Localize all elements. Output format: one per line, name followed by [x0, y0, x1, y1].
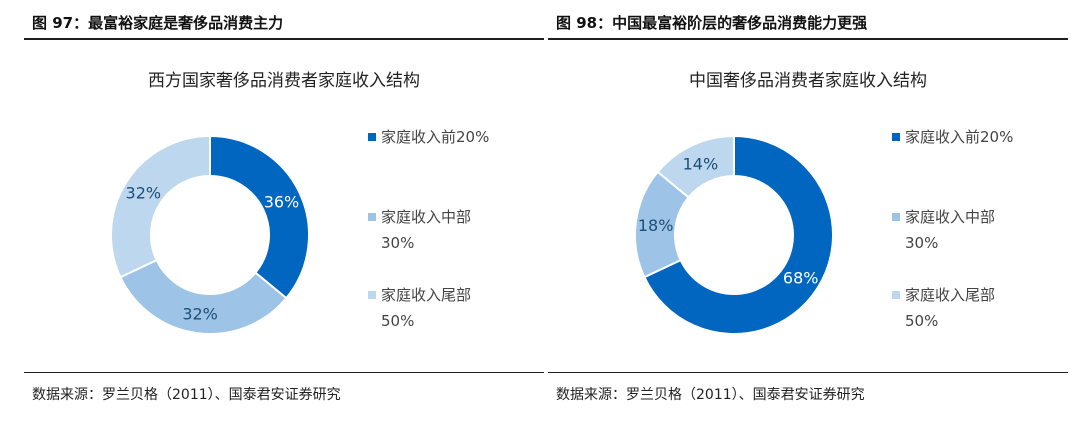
legend-item-top20: 家庭收入前20%: [368, 124, 538, 150]
slice-data-label: 32%: [182, 304, 218, 323]
legend-sublabel: 30%: [905, 234, 939, 252]
legend-item-bottom: 家庭收入尾部 50%: [892, 282, 1062, 334]
legend-swatch: [368, 133, 376, 141]
donut-slice: [110, 134, 211, 279]
chart-title: 中国奢侈品消费者家庭收入结构: [689, 71, 927, 91]
legend-sublabel: 50%: [905, 312, 939, 330]
legend-swatch: [368, 291, 376, 299]
legend-swatch: [892, 213, 900, 221]
slice-data-label: 32%: [126, 184, 162, 203]
legend-item-bottom: 家庭收入尾部 50%: [368, 282, 538, 334]
legend-label: 家庭收入前20%: [381, 128, 490, 146]
legend-label: 家庭收入中部: [905, 208, 996, 226]
title-rule: [548, 38, 1068, 40]
legend-swatch: [368, 213, 376, 221]
legend-sublabel: 50%: [381, 312, 415, 330]
figure-title: 图 97：最富裕家庭是奢侈品消费主力: [32, 14, 284, 32]
slice-data-label: 18%: [638, 216, 674, 235]
donut-slice: [656, 134, 735, 199]
legend-item-middle: 家庭收入中部 30%: [892, 204, 1062, 256]
legend-swatch: [892, 133, 900, 141]
legend-label: 家庭收入尾部: [381, 286, 472, 304]
figure-panel-right: 图 98：中国最富裕阶层的奢侈品消费能力更强 中国奢侈品消费者家庭收入结构 68…: [548, 0, 1068, 421]
slice-data-label: 68%: [783, 268, 819, 287]
legend-item-top20: 家庭收入前20%: [892, 124, 1062, 150]
legend-label: 家庭收入前20%: [905, 128, 1014, 146]
slice-data-label: 14%: [683, 155, 719, 174]
title-rule: [24, 38, 544, 40]
legend-item-middle: 家庭收入中部 30%: [368, 204, 538, 256]
source-rule: [548, 372, 1068, 373]
legend-label: 家庭收入中部: [381, 208, 472, 226]
source-note: 数据来源：罗兰贝格（2011）、国泰君安证券研究: [556, 387, 865, 403]
donut-chart-western: 36% 32% 32%: [110, 134, 310, 335]
figure-panel-left: 图 97：最富裕家庭是奢侈品消费主力 西方国家奢侈品消费者家庭收入结构 36% 3…: [24, 0, 544, 421]
legend-swatch: [892, 291, 900, 299]
legend-label: 家庭收入尾部: [905, 286, 996, 304]
chart-title: 西方国家奢侈品消费者家庭收入结构: [148, 71, 420, 91]
donut-slice: [209, 134, 310, 300]
legend-sublabel: 30%: [381, 234, 415, 252]
donut-chart-china: 68% 18% 14%: [634, 134, 834, 335]
donut-slice: [119, 258, 288, 335]
donut-slice: [643, 134, 834, 335]
source-note: 数据来源：罗兰贝格（2011）、国泰君安证券研究: [32, 387, 341, 403]
source-rule: [24, 372, 544, 373]
slice-data-label: 36%: [264, 192, 300, 211]
figure-title: 图 98：中国最富裕阶层的奢侈品消费能力更强: [556, 14, 868, 32]
